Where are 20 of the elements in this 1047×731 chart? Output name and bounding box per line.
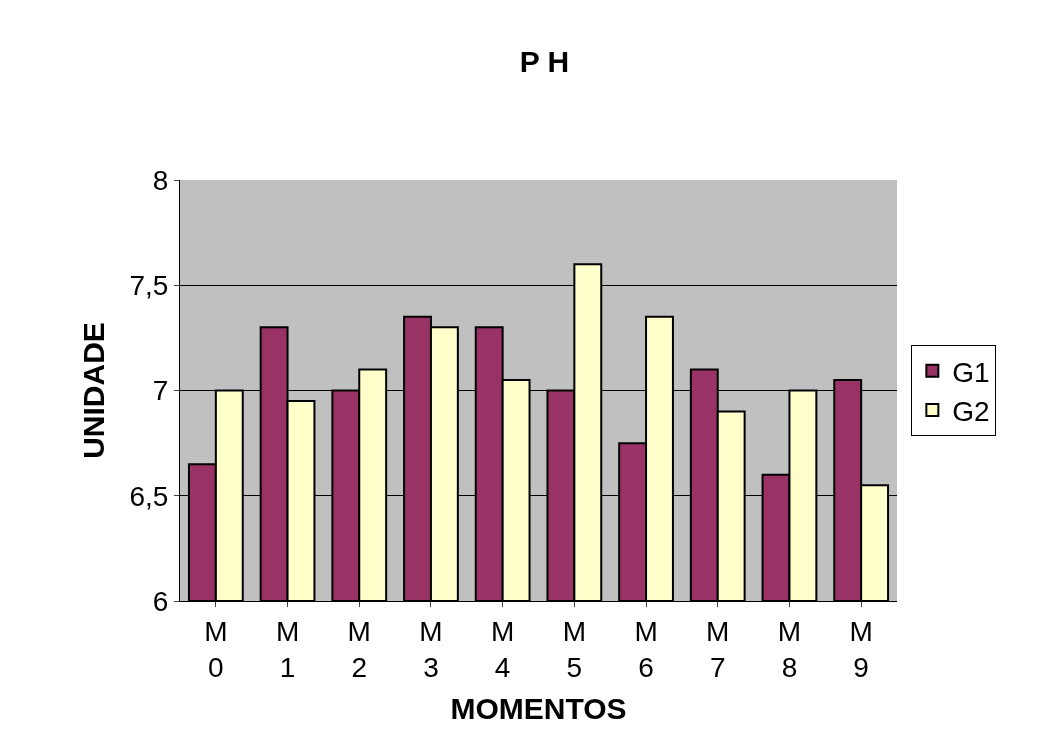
y-tick-label: 7,5 [129,270,169,302]
y-tick-label: 8 [152,164,169,196]
y-tick-label: 6 [152,585,169,617]
legend-label: G2 [952,396,990,428]
chart-title: P H [519,45,570,79]
x-axis-title: MOMENTOS [450,691,627,725]
y-tick-label: 7 [152,375,169,407]
x-tick-label: M 1 [275,615,300,683]
x-tick-label: M 3 [419,615,443,683]
legend-label: G1 [952,356,990,388]
x-tick-label: M 7 [706,615,730,683]
x-tick-label: M 6 [634,615,658,683]
x-tick-label: M 4 [490,615,515,683]
x-tick-label: M 8 [777,615,802,683]
x-tick-label: M 2 [347,615,371,683]
y-tick-label: 6,5 [129,480,169,512]
x-tick-label: M 0 [204,615,228,683]
y-axis-title: UNIDADE [77,322,111,459]
x-tick-label: M 9 [849,615,873,683]
x-tick-label: M 5 [562,615,587,683]
